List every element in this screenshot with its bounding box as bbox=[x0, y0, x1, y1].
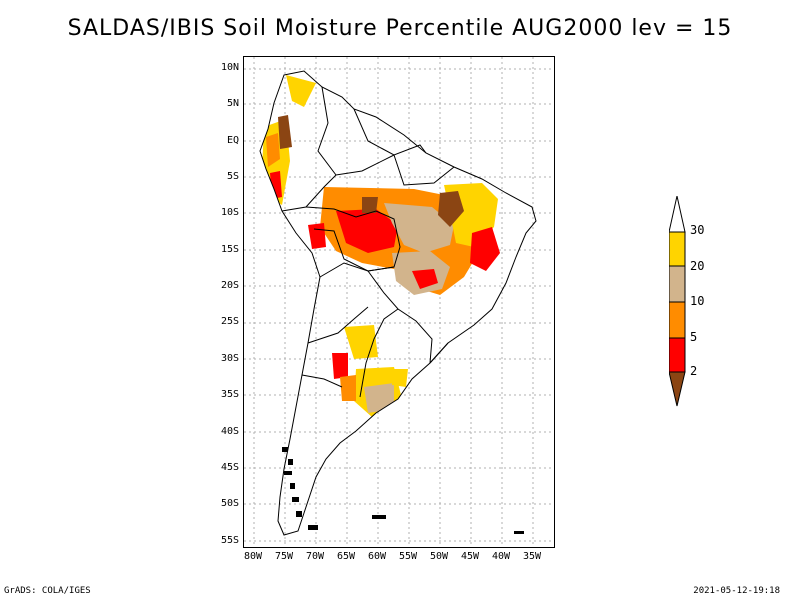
lon-label-80w: 80W bbox=[243, 551, 263, 562]
legend-label-2: 2 bbox=[690, 364, 698, 378]
lat-label-10s: 10S bbox=[220, 207, 239, 218]
lon-label-50w: 50W bbox=[429, 551, 449, 562]
lat-label-50s: 50S bbox=[220, 498, 239, 509]
legend-label-20: 20 bbox=[690, 259, 705, 273]
lat-label-5n: 5N bbox=[226, 98, 239, 109]
footer-timestamp: 2021-05-12-19:18 bbox=[693, 586, 780, 596]
legend-label-5: 5 bbox=[690, 330, 698, 344]
country-borders bbox=[259, 70, 537, 536]
map-frame bbox=[243, 56, 555, 548]
lon-label-55w: 55W bbox=[398, 551, 418, 562]
lat-label-45s: 45S bbox=[220, 462, 239, 473]
south-america-map bbox=[244, 57, 554, 547]
legend-label-10: 10 bbox=[690, 294, 705, 308]
lon-label-75w: 75W bbox=[274, 551, 294, 562]
legend-top-cap bbox=[668, 195, 686, 233]
lon-label-35w: 35W bbox=[522, 551, 542, 562]
legend-band-10 bbox=[668, 301, 686, 339]
lat-label-5s: 5S bbox=[226, 171, 239, 182]
legend-band-30 bbox=[668, 231, 686, 267]
map-title: SALDAS/IBIS Soil Moisture Percentile AUG… bbox=[67, 16, 733, 41]
lon-label-45w: 45W bbox=[460, 551, 480, 562]
lon-label-60w: 60W bbox=[367, 551, 387, 562]
legend-colorbar bbox=[668, 195, 686, 407]
lat-label-30s: 30S bbox=[220, 353, 239, 364]
legend-band-5 bbox=[668, 337, 686, 373]
lat-label-10n: 10N bbox=[220, 62, 239, 73]
lon-label-65w: 65W bbox=[336, 551, 356, 562]
lon-label-40w: 40W bbox=[491, 551, 511, 562]
southern-islands bbox=[282, 447, 524, 534]
lat-label-20s: 20S bbox=[220, 280, 239, 291]
legend-band-20 bbox=[668, 265, 686, 303]
lat-label-25s: 25S bbox=[220, 316, 239, 327]
lat-label-15s: 15S bbox=[220, 244, 239, 255]
soil-moisture-field bbox=[262, 75, 500, 417]
footer-credit: GrADS: COLA/IGES bbox=[4, 586, 91, 596]
lat-label-eq: EQ bbox=[226, 135, 239, 146]
color-legend: 30 20 10 5 2 bbox=[668, 195, 729, 416]
lon-label-70w: 70W bbox=[305, 551, 325, 562]
lat-label-40s: 40S bbox=[220, 426, 239, 437]
lat-label-35s: 35S bbox=[220, 389, 239, 400]
legend-label-30: 30 bbox=[690, 223, 705, 237]
lat-label-55s: 55S bbox=[220, 535, 239, 546]
legend-bottom-cap bbox=[668, 371, 686, 407]
